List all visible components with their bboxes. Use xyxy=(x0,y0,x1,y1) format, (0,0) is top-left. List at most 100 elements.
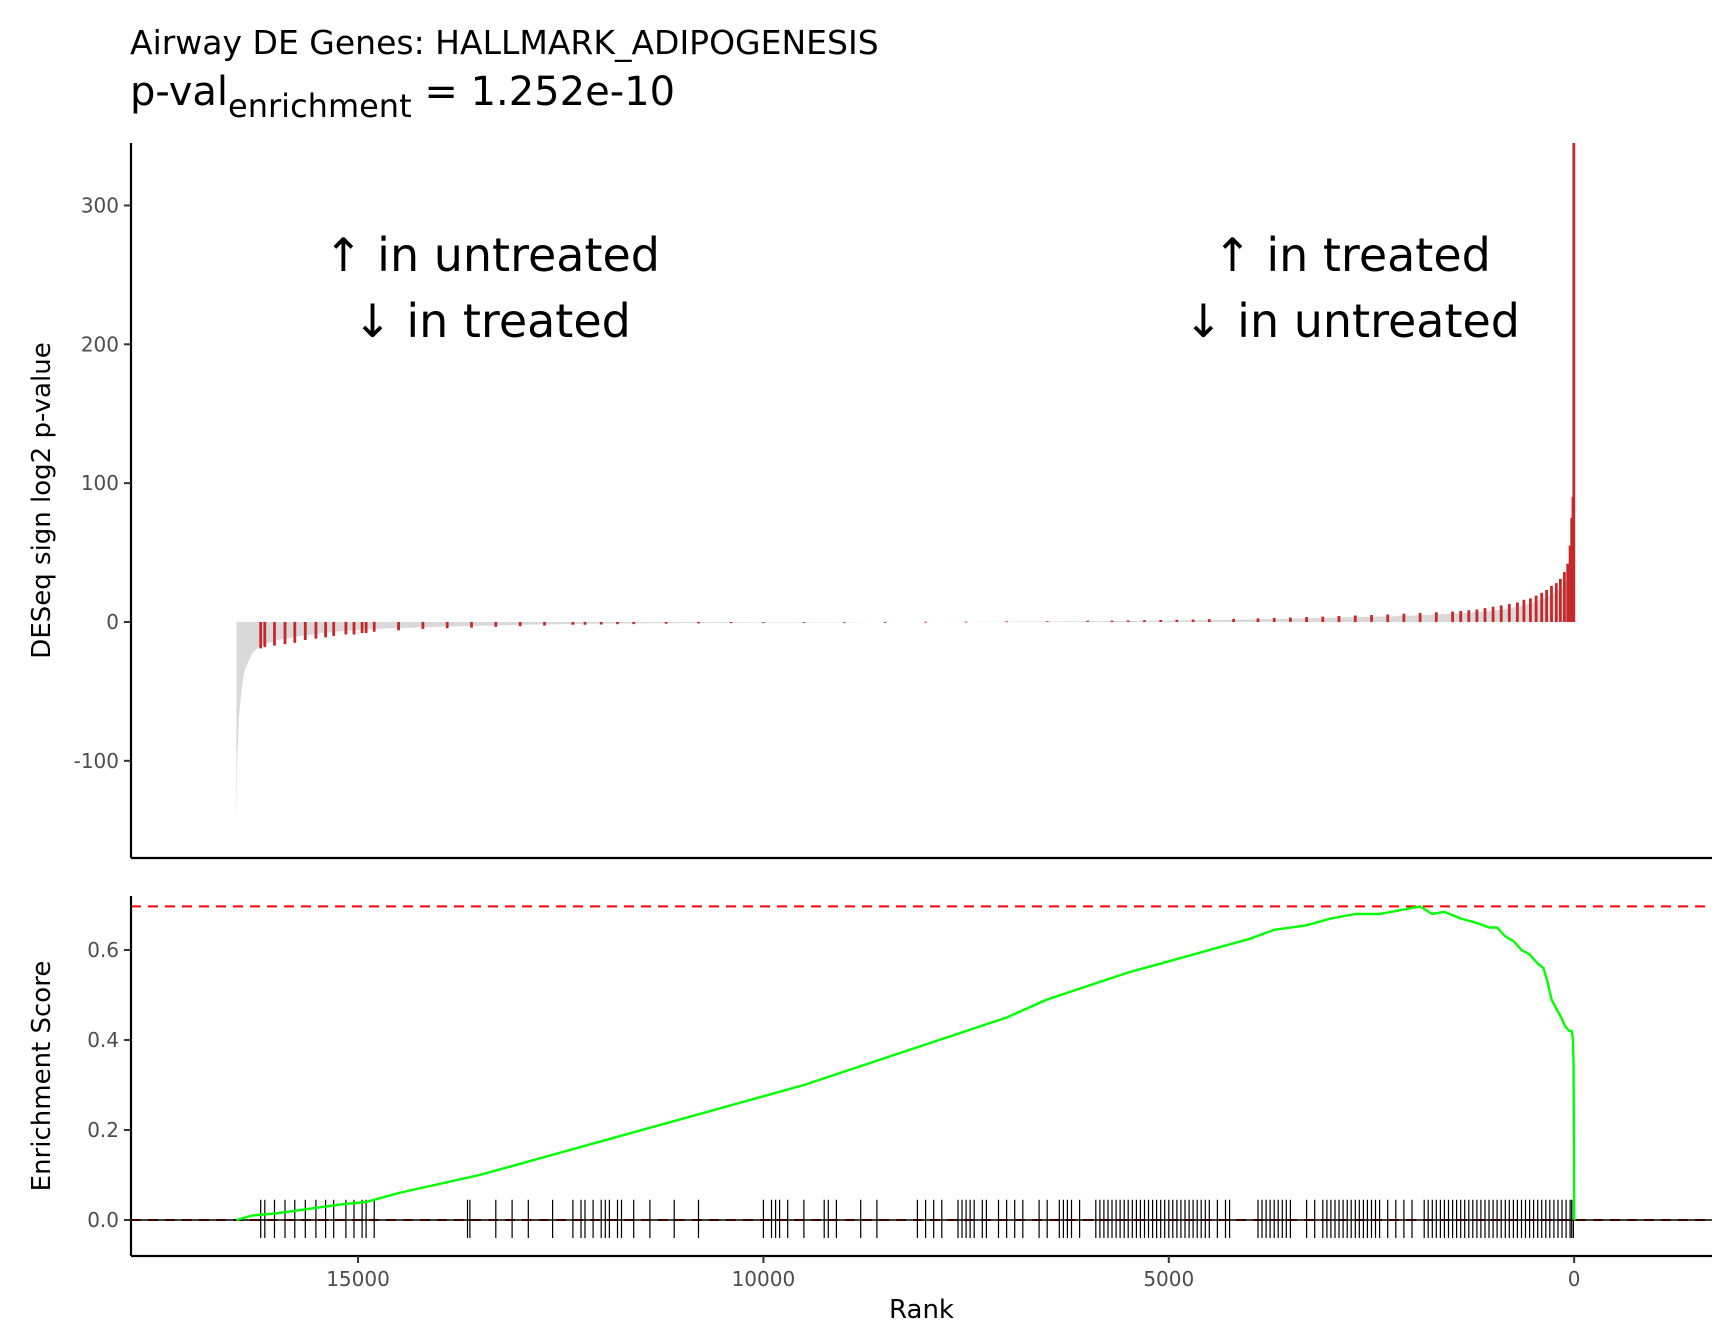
bottom-y-tick-label: 0.2 xyxy=(87,1118,119,1142)
gene-set-bar xyxy=(1516,602,1519,622)
annotation-left-line1: ↑ in untreated xyxy=(324,228,660,282)
subtitle-suffix: = 1.252e-10 xyxy=(412,69,675,115)
gene-set-bar xyxy=(1563,572,1566,622)
gene-set-bar xyxy=(1175,619,1179,622)
gene-set-bar xyxy=(1529,598,1532,622)
gene-set-bar xyxy=(1572,143,1576,622)
gene-set-bar xyxy=(1540,592,1544,622)
annotation-right-line1: ↑ in treated xyxy=(1213,228,1491,282)
gene-set-bar xyxy=(1467,610,1471,622)
gene-set-bar xyxy=(1289,617,1292,622)
gene-set-bar xyxy=(729,622,733,624)
hit-ticks xyxy=(260,1199,1575,1238)
top-y-tick-label: 200 xyxy=(81,332,119,356)
gene-set-bar xyxy=(445,622,449,629)
gene-set-bar xyxy=(1305,617,1308,622)
annotation-right-line2: ↓ in untreated xyxy=(1184,294,1520,348)
gene-set-bar xyxy=(1554,583,1558,622)
gene-set-bars xyxy=(259,143,1576,649)
gene-set-bar xyxy=(1191,619,1195,622)
gene-set-bar xyxy=(1534,595,1538,622)
enrichment-score-panel: 0.0 0.2 0.4 0.6 15000 10000 5000 0 Enrichment … xyxy=(27,896,1712,1325)
x-tick-label: 15000 xyxy=(326,1267,390,1291)
gene-set-bar xyxy=(397,622,400,631)
gene-set-bar xyxy=(1499,605,1503,622)
ranked-metric-panel: -100 0 100 200 300 DESeq sign log2 p-value ↑… xyxy=(27,143,1712,860)
top-y-tick-label: -100 xyxy=(74,749,119,773)
gene-set-bar xyxy=(571,622,575,625)
gene-set-bar xyxy=(1559,578,1562,622)
gene-set-bar xyxy=(762,622,765,623)
gene-set-bar xyxy=(1045,621,1049,622)
x-tick-label: 0 xyxy=(1568,1267,1581,1291)
gene-set-bar xyxy=(697,622,700,624)
gene-set-bar xyxy=(1337,616,1341,622)
x-axis-label: Rank xyxy=(889,1295,954,1325)
gene-set-bar xyxy=(303,622,307,640)
gene-set-bar xyxy=(1143,620,1146,622)
ranked-metric-area xyxy=(236,522,1575,824)
top-y-tick-label: 0 xyxy=(106,610,119,634)
gene-set-bar xyxy=(964,621,968,623)
gene-set-bar xyxy=(421,622,425,629)
gene-set-bar xyxy=(364,622,368,634)
gene-set-bar xyxy=(1005,621,1008,623)
gene-set-bar xyxy=(802,622,806,623)
gene-set-bar xyxy=(843,622,846,623)
subtitle-subscript: enrichment xyxy=(228,87,412,125)
bottom-y-tick-label: 0.6 xyxy=(87,938,119,962)
gene-set-bar xyxy=(1126,620,1130,622)
gene-set-bar xyxy=(1568,545,1572,622)
gene-set-bar xyxy=(1491,606,1495,622)
gene-set-bar xyxy=(263,622,267,647)
gene-set-bar xyxy=(1207,619,1211,622)
annotation-left-line2: ↓ in treated xyxy=(353,294,631,348)
gene-set-bar xyxy=(1256,618,1260,622)
gene-set-bar xyxy=(599,622,603,625)
gene-set-bar xyxy=(518,622,522,627)
x-tick-label: 10000 xyxy=(732,1267,796,1291)
x-tick-label: 5000 xyxy=(1143,1267,1194,1291)
gene-set-bar xyxy=(632,622,636,625)
gene-set-bar xyxy=(1545,590,1548,622)
gene-set-bar xyxy=(1418,613,1422,622)
gene-set-bar xyxy=(543,622,546,626)
gene-set-bar xyxy=(344,622,348,635)
gene-set-bar xyxy=(372,622,376,632)
gene-set-bar xyxy=(1550,585,1553,622)
gene-set-bar xyxy=(1386,614,1390,622)
bottom-y-ticks: 0.0 0.2 0.4 0.6 xyxy=(87,938,131,1232)
gene-set-bar xyxy=(583,622,587,625)
gene-set-bar xyxy=(332,622,336,636)
subtitle-prefix: p-val xyxy=(130,69,228,115)
gene-set-bar xyxy=(664,622,668,624)
bottom-y-axis-label: Enrichment Score xyxy=(27,961,57,1192)
gene-set-bar xyxy=(1483,608,1487,622)
gene-set-bar xyxy=(1353,615,1357,622)
gene-set-bar xyxy=(616,622,619,625)
gene-set-bar xyxy=(1272,617,1276,622)
gene-set-bar xyxy=(1507,603,1511,622)
gene-set-bar xyxy=(924,621,927,623)
gene-set-bar xyxy=(1086,620,1090,622)
gene-set-bar xyxy=(494,622,498,627)
bottom-y-tick-label: 0.0 xyxy=(87,1208,119,1232)
bottom-y-tick-label: 0.4 xyxy=(87,1028,119,1052)
gene-set-bar xyxy=(1110,620,1114,622)
bottom-x-ticks: 15000 10000 5000 0 xyxy=(326,1256,1581,1291)
top-y-ticks: -100 0 100 200 300 xyxy=(74,193,131,773)
gene-set-bar xyxy=(259,622,263,649)
chart-subtitle: p-valenrichment = 1.252e-10 xyxy=(130,69,675,125)
gene-set-bar xyxy=(1232,618,1235,622)
gene-set-bar xyxy=(1451,611,1454,622)
gene-set-bar xyxy=(293,622,297,643)
gene-set-bar xyxy=(883,622,887,623)
gene-set-bar xyxy=(1566,563,1570,622)
gene-set-bar xyxy=(1434,612,1438,622)
top-y-tick-label: 300 xyxy=(81,193,119,217)
gene-set-bar xyxy=(352,622,356,635)
gene-set-bar xyxy=(273,622,276,646)
gene-set-bar xyxy=(470,622,473,628)
